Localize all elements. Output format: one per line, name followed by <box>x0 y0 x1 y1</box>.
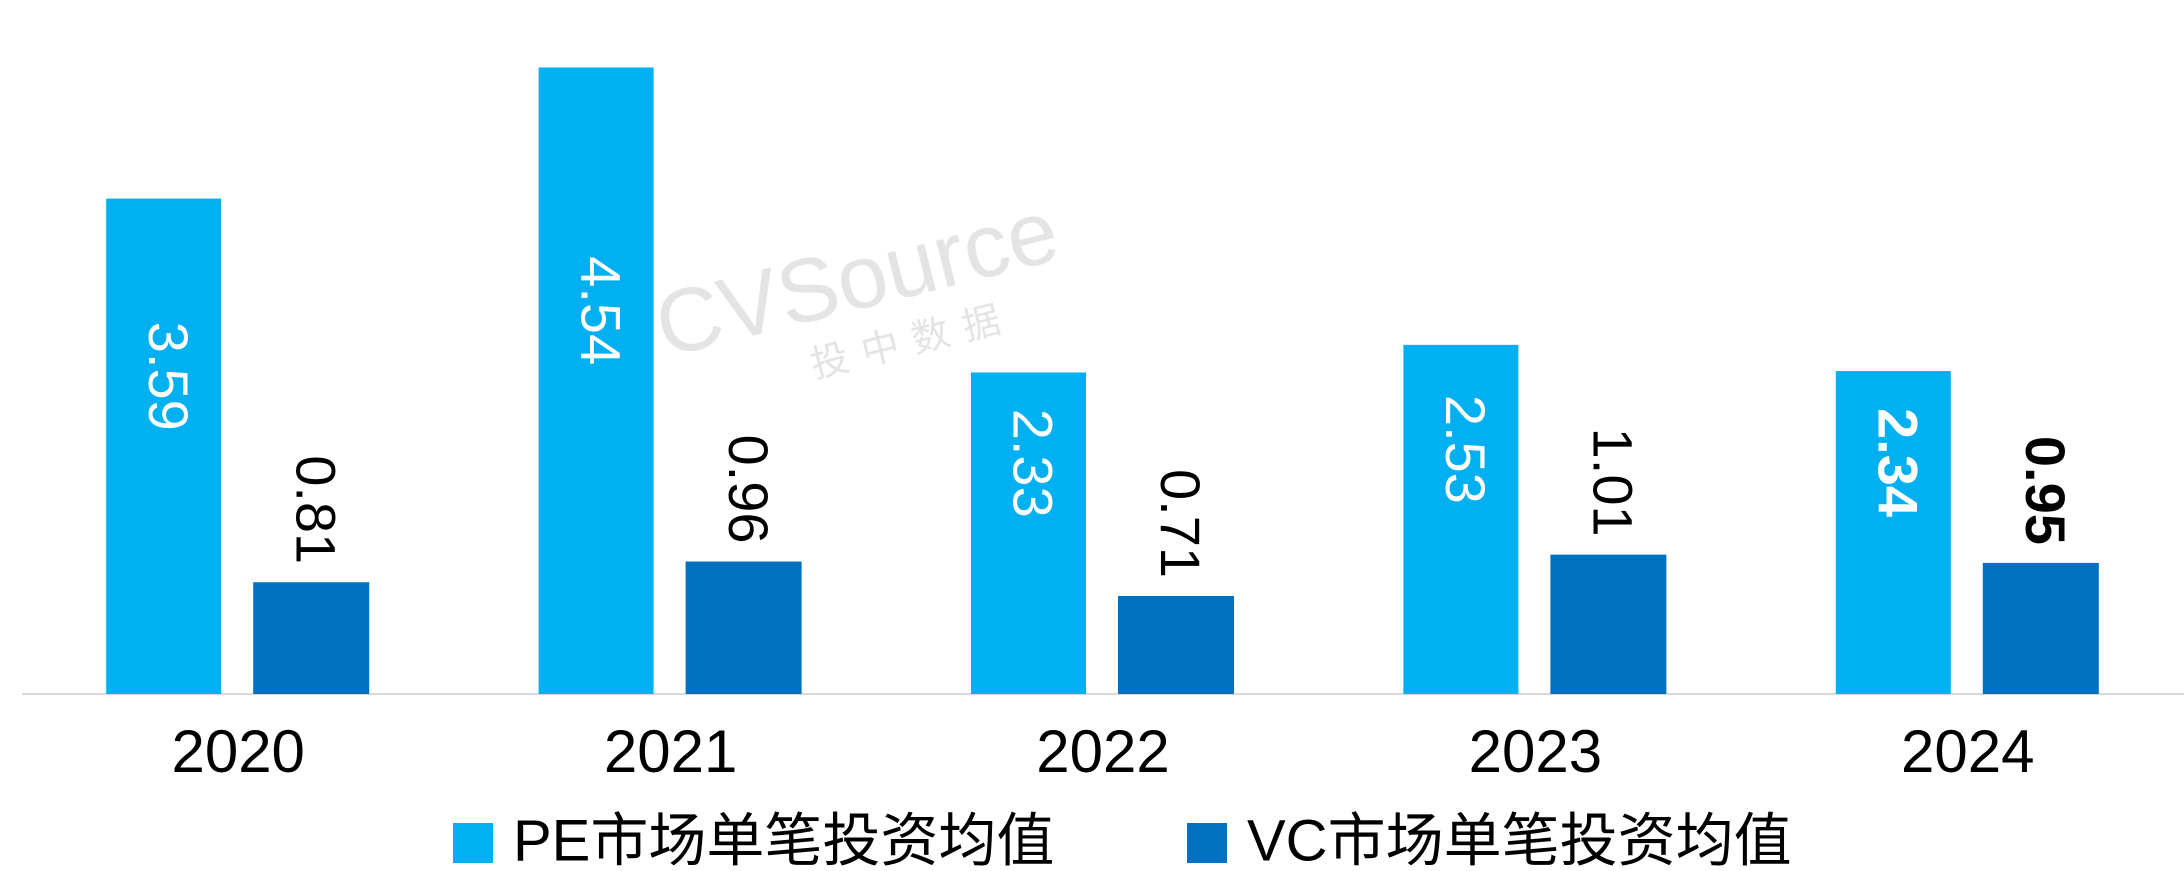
legend-label: VC市场单笔投资均值 <box>1247 808 1792 871</box>
x-tick-label: 2020 <box>171 718 304 785</box>
x-tick-label: 2023 <box>1469 718 1602 785</box>
legend-swatch <box>453 823 493 863</box>
data-label: 2.33 <box>1002 409 1065 518</box>
bar <box>1982 562 2099 694</box>
bar <box>106 198 222 694</box>
data-label: 2.53 <box>1434 395 1497 504</box>
bar <box>1550 554 1667 694</box>
bar <box>1403 344 1519 694</box>
data-label: 0.81 <box>284 455 347 564</box>
bar <box>253 582 370 694</box>
legend-swatch <box>1187 823 1227 863</box>
bar <box>538 67 654 695</box>
data-label: 2.34 <box>1867 408 1930 517</box>
data-label: 0.71 <box>1149 469 1212 578</box>
data-label: 0.95 <box>2014 436 2077 545</box>
bar <box>685 561 802 694</box>
legend-label: PE市场单笔投资均值 <box>513 808 1054 871</box>
bar <box>1835 371 1951 694</box>
data-label: 0.96 <box>717 435 780 544</box>
data-label: 1.01 <box>1582 428 1645 537</box>
bar <box>1118 596 1234 694</box>
x-tick-label: 2024 <box>1901 718 2034 785</box>
bar <box>971 372 1086 694</box>
data-label: 4.54 <box>569 256 632 365</box>
data-label: 3.59 <box>137 322 200 431</box>
x-tick-label: 2022 <box>1036 718 1169 785</box>
x-tick-label: 2021 <box>604 718 737 785</box>
